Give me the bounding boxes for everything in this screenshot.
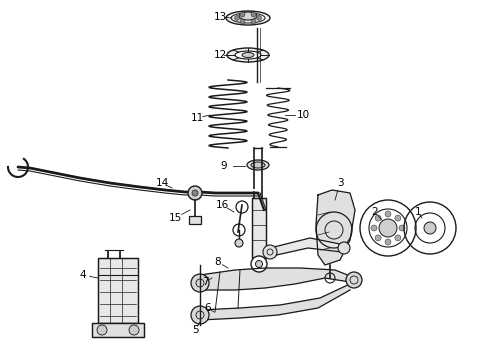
Ellipse shape [251,162,265,168]
Circle shape [97,325,107,335]
Bar [92,323,144,337]
Circle shape [338,242,350,254]
Text: 2: 2 [372,207,378,217]
Polygon shape [200,283,352,320]
Text: 4: 4 [80,270,86,280]
Circle shape [399,225,405,231]
Circle shape [251,12,256,17]
Circle shape [395,235,401,241]
Circle shape [235,239,243,247]
Circle shape [240,12,245,17]
Ellipse shape [255,261,263,267]
Ellipse shape [226,11,270,25]
Text: 14: 14 [155,178,169,188]
Circle shape [385,211,391,217]
Text: 10: 10 [296,110,310,120]
Circle shape [188,186,202,200]
Circle shape [346,272,362,288]
Text: 11: 11 [191,113,204,123]
Circle shape [235,15,240,21]
Circle shape [263,245,277,259]
Circle shape [385,239,391,245]
Text: 16: 16 [216,200,229,210]
Text: 13: 13 [213,12,227,22]
Polygon shape [200,268,355,290]
Circle shape [251,19,256,24]
Bar [189,216,201,224]
Circle shape [256,15,262,21]
Circle shape [192,190,198,196]
Circle shape [371,225,377,231]
Circle shape [379,219,397,237]
Ellipse shape [239,12,257,20]
Text: 8: 8 [215,257,221,267]
Text: 12: 12 [213,50,227,60]
Circle shape [424,222,436,234]
Circle shape [191,306,209,324]
Text: 7: 7 [202,277,208,287]
Circle shape [240,19,245,24]
Bar [98,258,138,323]
Circle shape [395,215,401,221]
Polygon shape [316,190,355,265]
Text: 15: 15 [169,213,182,223]
Polygon shape [270,238,345,256]
Ellipse shape [235,51,261,59]
Bar [98,258,138,323]
Circle shape [375,235,381,241]
Circle shape [129,325,139,335]
Text: 1: 1 [415,207,421,217]
Ellipse shape [242,53,254,58]
Circle shape [375,215,381,221]
Text: 5: 5 [192,325,198,335]
Text: 9: 9 [220,161,227,171]
Bar [252,198,266,258]
Circle shape [191,274,209,292]
Bar [92,323,144,337]
Ellipse shape [227,48,269,62]
Bar [252,198,266,258]
Ellipse shape [247,160,269,170]
Text: 3: 3 [337,178,343,188]
Ellipse shape [251,256,267,272]
Text: 6: 6 [205,303,211,313]
